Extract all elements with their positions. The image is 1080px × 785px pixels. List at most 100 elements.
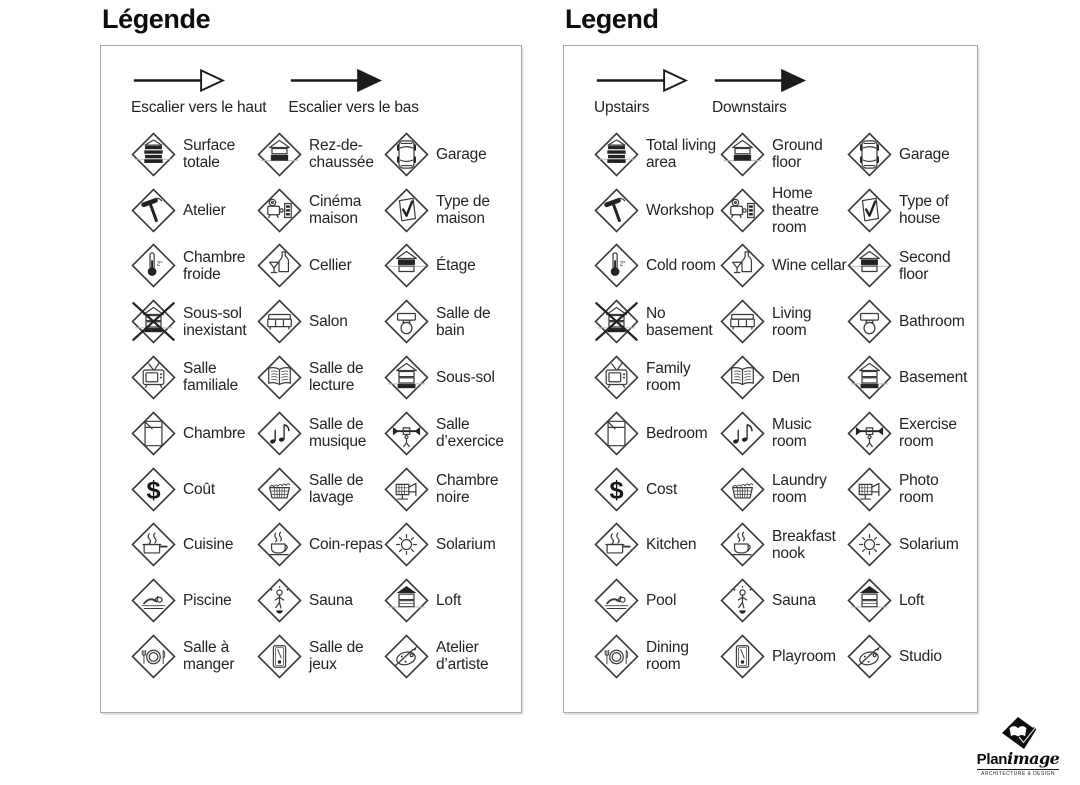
studio-icon bbox=[847, 634, 892, 679]
logo-text-plan: Plan bbox=[976, 751, 1008, 768]
legend-item-label: Coût bbox=[183, 480, 215, 498]
wine-cellar-icon bbox=[720, 243, 765, 289]
laundry-room-icon bbox=[257, 466, 302, 512]
legend-title-fr: Légende bbox=[102, 4, 211, 34]
downstairs-label: Escalier vers le bas bbox=[288, 99, 419, 117]
legend-item-label: Sous-sol inexistant bbox=[183, 304, 247, 339]
legend-item-label: Kitchen bbox=[646, 536, 697, 554]
legend-item: Surface totale bbox=[131, 126, 257, 182]
upstairs-arrow-item: Escalier vers le haut bbox=[131, 68, 267, 126]
legend-item-label: Chambre froide bbox=[183, 248, 246, 283]
solarium-icon bbox=[847, 522, 892, 567]
legend-item-label: Exercise room bbox=[899, 416, 957, 451]
home-theatre-icon bbox=[720, 187, 765, 233]
bathroom-icon bbox=[384, 299, 429, 344]
legend-item: Atelier bbox=[131, 182, 257, 238]
legend-item-label: Second floor bbox=[899, 248, 951, 283]
legend-item-label: Salle de musique bbox=[309, 416, 367, 451]
legend-item-label: Cuisine bbox=[183, 536, 234, 554]
legend-item-label: Loft bbox=[899, 592, 925, 610]
legend-item: Den bbox=[720, 350, 847, 406]
no-basement-icon bbox=[594, 299, 639, 344]
home-theatre-icon bbox=[257, 187, 302, 233]
legend-item: $ Cost bbox=[594, 461, 720, 517]
ground-floor-icon bbox=[257, 132, 302, 177]
legend-item-label: Bedroom bbox=[646, 424, 708, 442]
legend-item-label: Type de maison bbox=[436, 193, 490, 228]
legend-item: Playroom bbox=[720, 629, 847, 685]
exercise-room-icon bbox=[847, 411, 892, 456]
legend-item: Chambre noire bbox=[384, 461, 522, 517]
legend-item: Family room bbox=[594, 350, 720, 406]
legend-item-label: Type of house bbox=[899, 193, 949, 228]
legend-item: Loft bbox=[384, 573, 522, 629]
legend-item: Breakfast nook bbox=[720, 517, 847, 573]
legend-item: Total living area bbox=[594, 126, 720, 182]
legend-box-fr: Escalier vers le haut Escalier vers le b… bbox=[100, 45, 522, 714]
loft-icon bbox=[847, 578, 892, 623]
pool-icon bbox=[594, 578, 639, 623]
photo-room-icon bbox=[384, 466, 429, 512]
legend-item: Atelier d’artiste bbox=[384, 629, 522, 685]
bathroom-icon bbox=[847, 299, 892, 344]
legend-item: Second floor bbox=[847, 238, 985, 294]
garage-icon bbox=[847, 132, 892, 177]
solarium-icon bbox=[384, 522, 429, 567]
house-type-icon bbox=[384, 187, 429, 233]
legend-item-label: Étage bbox=[436, 257, 476, 275]
planimage-logo-icon bbox=[1002, 717, 1037, 749]
downstairs-label: Downstairs bbox=[712, 99, 787, 117]
playroom-icon bbox=[720, 634, 765, 679]
legend-item: Solarium bbox=[847, 517, 985, 573]
legend-item: Cuisine bbox=[131, 517, 257, 573]
house-type-icon bbox=[847, 187, 892, 233]
legend-item: Salle d’exercice bbox=[384, 405, 522, 461]
legend-item: Kitchen bbox=[594, 517, 720, 573]
legend-item: Sauna bbox=[720, 573, 847, 629]
down-arrow-icon bbox=[291, 69, 383, 93]
legend-item-label: Solarium bbox=[899, 536, 959, 554]
planimage-brand: Planimage bbox=[976, 751, 1060, 770]
legend-item: Bedroom bbox=[594, 405, 720, 461]
ground-floor-icon bbox=[720, 132, 765, 177]
sauna-icon bbox=[720, 578, 765, 623]
dining-room-icon bbox=[131, 634, 176, 679]
up-arrow-icon bbox=[596, 69, 689, 93]
legend-item-label: Salle d’exercice bbox=[436, 416, 504, 451]
legend-item-label: Ground floor bbox=[772, 137, 823, 172]
basement-icon bbox=[384, 355, 429, 400]
legend-item-label: Salle de lecture bbox=[309, 360, 364, 395]
legend-item-label: Family room bbox=[646, 360, 691, 395]
legend-item-label: Sous-sol bbox=[436, 368, 495, 386]
workshop-icon bbox=[594, 187, 639, 233]
legend-item-label: Salle à manger bbox=[183, 639, 235, 674]
legend-item-label: Laundry room bbox=[772, 472, 827, 507]
legend-item-label: Playroom bbox=[772, 647, 836, 665]
legend-item: Sous-sol inexistant bbox=[131, 294, 257, 350]
legend-item-label: Coin-repas bbox=[309, 536, 383, 554]
cold-room-icon: 2° bbox=[131, 243, 176, 289]
legend-item-label: Atelier d’artiste bbox=[436, 639, 489, 674]
legend-item-label: Wine cellar bbox=[772, 257, 847, 275]
living-room-icon bbox=[257, 299, 302, 344]
legend-item: Studio bbox=[847, 629, 985, 685]
legend-panel-french: Légende Escalier vers le haut Escalier v… bbox=[100, 2, 522, 714]
planimage-logo: Planimage ARCHITECTURE & DESIGN bbox=[966, 717, 1070, 777]
legend-item: Home theatre room bbox=[720, 182, 847, 238]
living-room-icon bbox=[720, 299, 765, 344]
legend-item-label: Basement bbox=[899, 368, 968, 386]
den-icon bbox=[720, 355, 765, 400]
legend-item-label: Bathroom bbox=[899, 313, 965, 331]
legend-item: Basement bbox=[847, 350, 985, 406]
no-basement-icon bbox=[131, 299, 176, 344]
total-area-icon bbox=[131, 132, 176, 177]
legend-item-label: Breakfast nook bbox=[772, 527, 836, 562]
legend-item: Bathroom bbox=[847, 294, 985, 350]
legend-grid-en: Total living area Ground floor Garage Wo… bbox=[594, 126, 977, 684]
legend-item: Salle à manger bbox=[131, 629, 257, 685]
legend-item-label: Dining room bbox=[646, 639, 689, 674]
legend-item-label: Cost bbox=[646, 480, 678, 498]
pool-icon bbox=[131, 578, 176, 623]
legend-item: No basement bbox=[594, 294, 720, 350]
legend-item: Piscine bbox=[131, 573, 257, 629]
